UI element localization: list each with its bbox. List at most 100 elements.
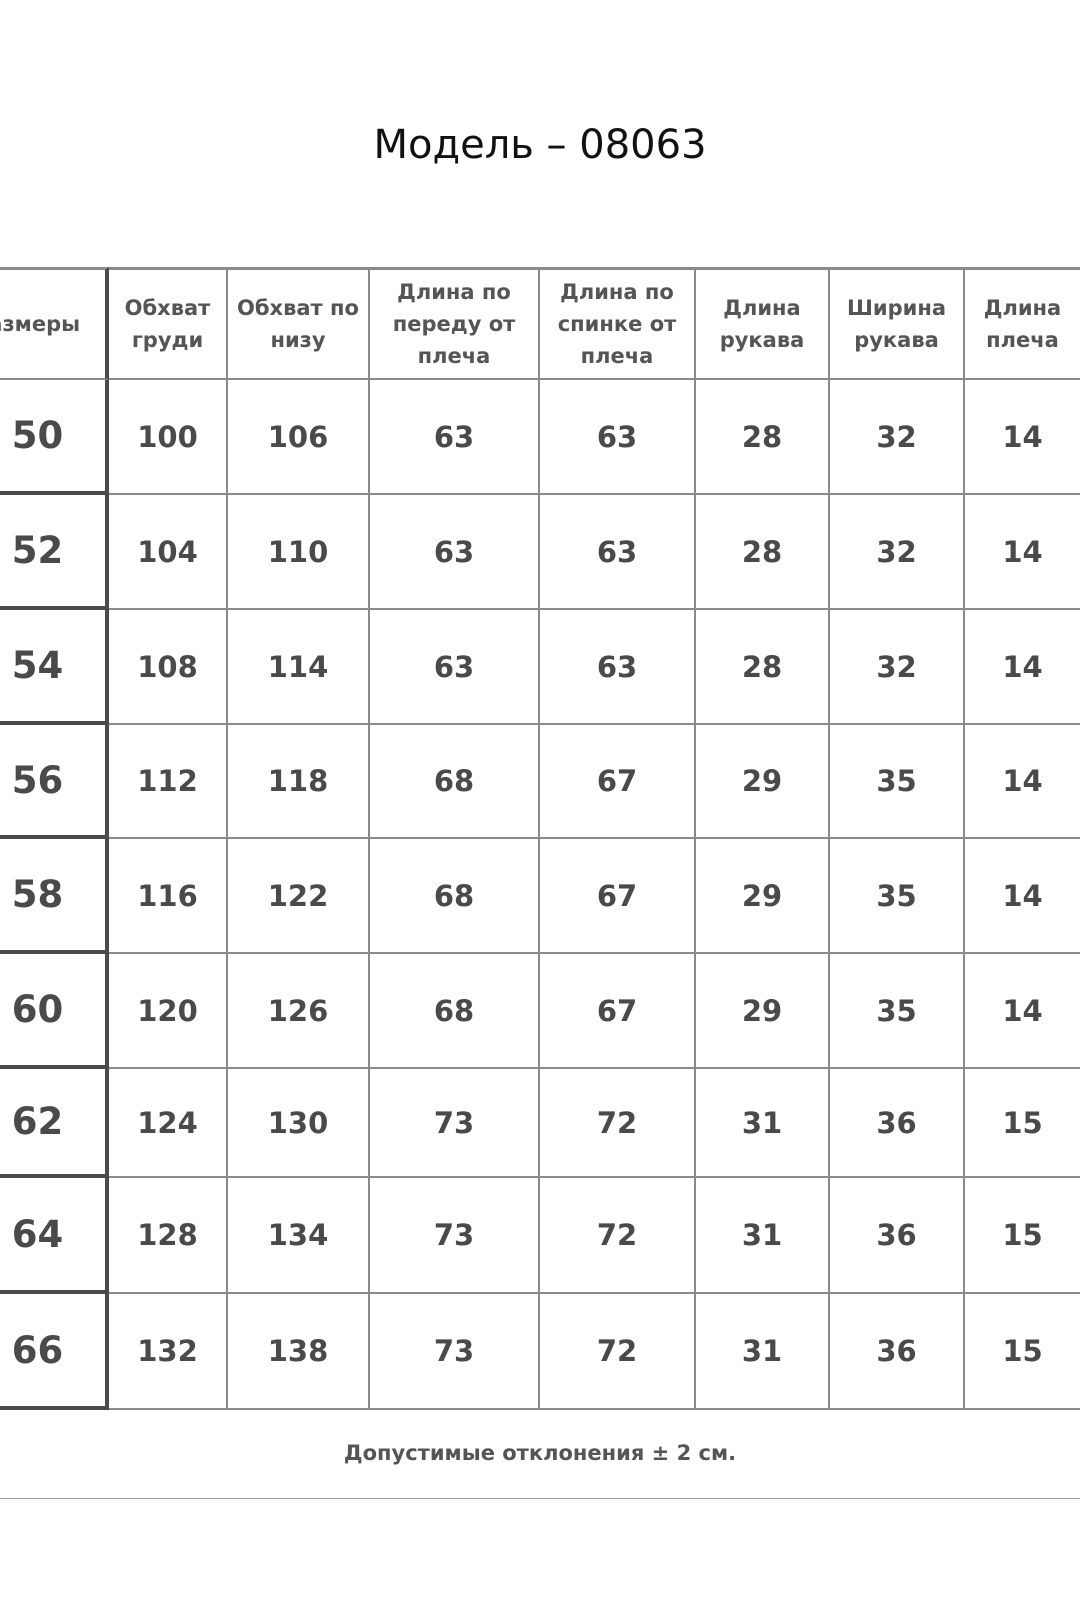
size-cell: 66 [0, 1294, 109, 1410]
value-cell: 31 [696, 1178, 830, 1294]
title: Модель – 08063 [373, 122, 707, 168]
size-cell: 64 [0, 1178, 109, 1294]
value-cell: 31 [696, 1294, 830, 1410]
header-line: Ширина [846, 296, 947, 320]
size-cell: 50 [0, 380, 109, 495]
value-cell: 68 [370, 839, 540, 954]
value-cell: 118 [228, 725, 370, 839]
value-cell: 35 [830, 725, 965, 839]
header-line: груди [131, 328, 204, 352]
value-cell: 32 [830, 495, 965, 610]
size-cell: 54 [0, 610, 109, 725]
value-cell: 36 [830, 1069, 965, 1178]
header-cell: Длина по спинке от плеча [540, 267, 696, 380]
value-cell: 29 [696, 839, 830, 954]
value-cell: 15 [965, 1294, 1080, 1410]
header-line: плеча [580, 344, 654, 368]
value-cell: 14 [965, 954, 1080, 1069]
value-cell: 72 [540, 1294, 696, 1410]
value-cell: 35 [830, 839, 965, 954]
header-line: плеча [986, 328, 1059, 352]
value-cell: 63 [370, 380, 540, 495]
value-cell: 31 [696, 1069, 830, 1178]
header-line: Обхват по [237, 296, 359, 320]
value-cell: 72 [540, 1178, 696, 1294]
value-cell: 73 [370, 1069, 540, 1178]
value-cell: 114 [228, 610, 370, 725]
value-cell: 29 [696, 954, 830, 1069]
value-cell: 73 [370, 1178, 540, 1294]
value-cell: 108 [109, 610, 228, 725]
value-cell: 72 [540, 1069, 696, 1178]
value-cell: 63 [540, 495, 696, 610]
value-cell: 63 [370, 495, 540, 610]
footnote: Допустимые отклонения ± 2 см. [343, 1441, 737, 1465]
value-cell: 132 [109, 1294, 228, 1410]
value-cell: 14 [965, 610, 1080, 725]
value-cell: 122 [228, 839, 370, 954]
value-cell: 112 [109, 725, 228, 839]
header-line: Размеры [0, 312, 81, 336]
header-cell: Ширина рукава [830, 267, 965, 380]
value-cell: 35 [830, 954, 965, 1069]
value-cell: 63 [370, 610, 540, 725]
value-cell: 104 [109, 495, 228, 610]
value-cell: 36 [830, 1178, 965, 1294]
value-cell: 15 [965, 1069, 1080, 1178]
value-cell: 110 [228, 495, 370, 610]
divider [0, 1498, 1080, 1499]
value-cell: 116 [109, 839, 228, 954]
value-cell: 36 [830, 1294, 965, 1410]
size-cell: 58 [0, 839, 109, 954]
value-cell: 63 [540, 610, 696, 725]
header-line: переду от [392, 312, 516, 336]
value-cell: 28 [696, 610, 830, 725]
value-cell: 67 [540, 954, 696, 1069]
size-cell: 62 [0, 1069, 109, 1178]
value-cell: 28 [696, 495, 830, 610]
value-cell: 29 [696, 725, 830, 839]
value-cell: 138 [228, 1294, 370, 1410]
header-cell: Обхват по низу [228, 267, 370, 380]
size-cell: 56 [0, 725, 109, 839]
header-line: Длина [723, 296, 801, 320]
header-line: спинке от [557, 312, 677, 336]
header-cell: Длина рукава [696, 267, 830, 380]
value-cell: 130 [228, 1069, 370, 1178]
header-line: рукава [719, 328, 805, 352]
value-cell: 14 [965, 495, 1080, 610]
value-cell: 106 [228, 380, 370, 495]
size-cell: 60 [0, 954, 109, 1069]
value-cell: 67 [540, 839, 696, 954]
header-line: Длина [983, 296, 1062, 320]
header-cell: Длина плеча [965, 267, 1080, 380]
header-cell: Размеры [0, 267, 109, 380]
size-cell: 52 [0, 495, 109, 610]
header-line: низу [270, 328, 326, 352]
value-cell: 63 [540, 380, 696, 495]
value-cell: 134 [228, 1178, 370, 1294]
value-cell: 100 [109, 380, 228, 495]
value-cell: 32 [830, 610, 965, 725]
header-line: плеча [417, 344, 491, 368]
value-cell: 14 [965, 839, 1080, 954]
value-cell: 14 [965, 725, 1080, 839]
value-cell: 32 [830, 380, 965, 495]
value-cell: 14 [965, 380, 1080, 495]
header-line: рукава [854, 328, 939, 352]
value-cell: 67 [540, 725, 696, 839]
value-cell: 120 [109, 954, 228, 1069]
value-cell: 128 [109, 1178, 228, 1294]
value-cell: 28 [696, 380, 830, 495]
value-cell: 126 [228, 954, 370, 1069]
value-cell: 73 [370, 1294, 540, 1410]
header-line: Обхват [124, 296, 211, 320]
header-line: Длина по [560, 280, 674, 304]
value-cell: 15 [965, 1178, 1080, 1294]
value-cell: 68 [370, 725, 540, 839]
header-cell: Длина по переду от плеча [370, 267, 540, 380]
header-cell: Обхват груди [109, 267, 228, 380]
value-cell: 68 [370, 954, 540, 1069]
value-cell: 124 [109, 1069, 228, 1178]
